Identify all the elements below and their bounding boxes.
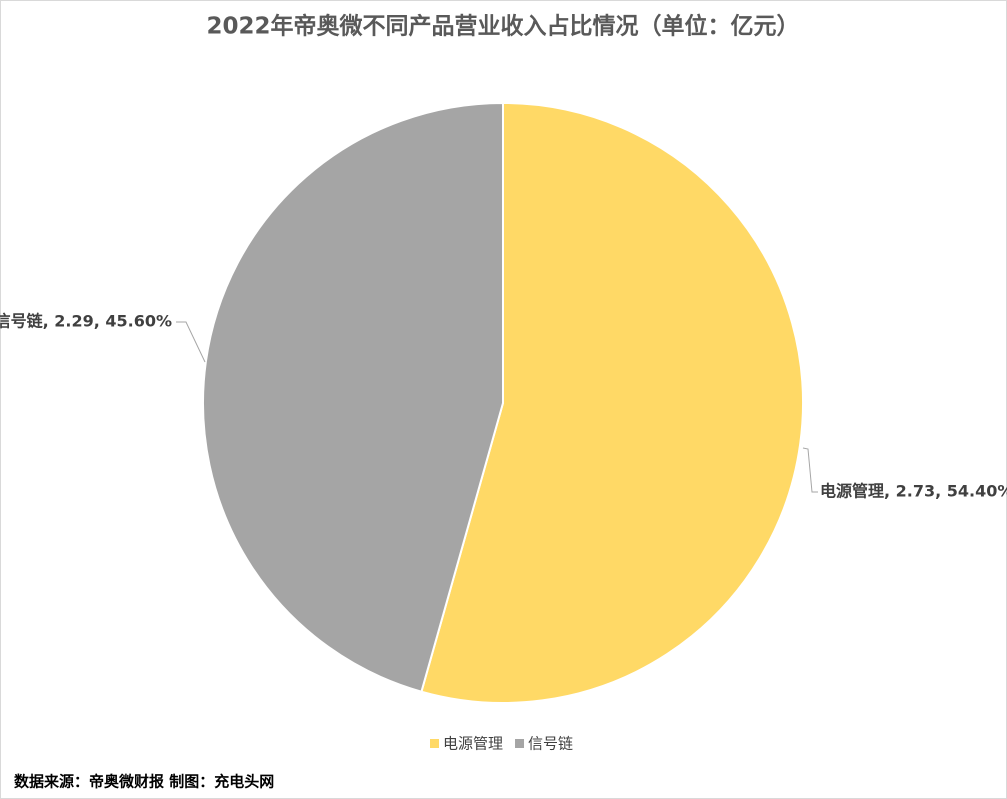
pie-slice: [420, 101, 804, 704]
data-label: 电源管理, 2.73, 54.40%: [820, 482, 1007, 501]
pie-slice: [202, 101, 504, 693]
source-note: 数据来源：帝奥微财报 制图：充电头网: [14, 773, 274, 791]
data-label: 信号链, 2.29, 45.60%: [0, 312, 172, 331]
leader-line: [176, 321, 206, 363]
legend-swatch: [430, 739, 439, 748]
leader-line: [802, 447, 818, 493]
legend-swatch: [515, 739, 525, 748]
legend-label: 信号链: [528, 735, 573, 753]
legend-label: 电源管理: [443, 735, 503, 753]
chart-title: 2022年帝奥微不同产品营业收入占比情况（单位：亿元）: [206, 13, 799, 40]
